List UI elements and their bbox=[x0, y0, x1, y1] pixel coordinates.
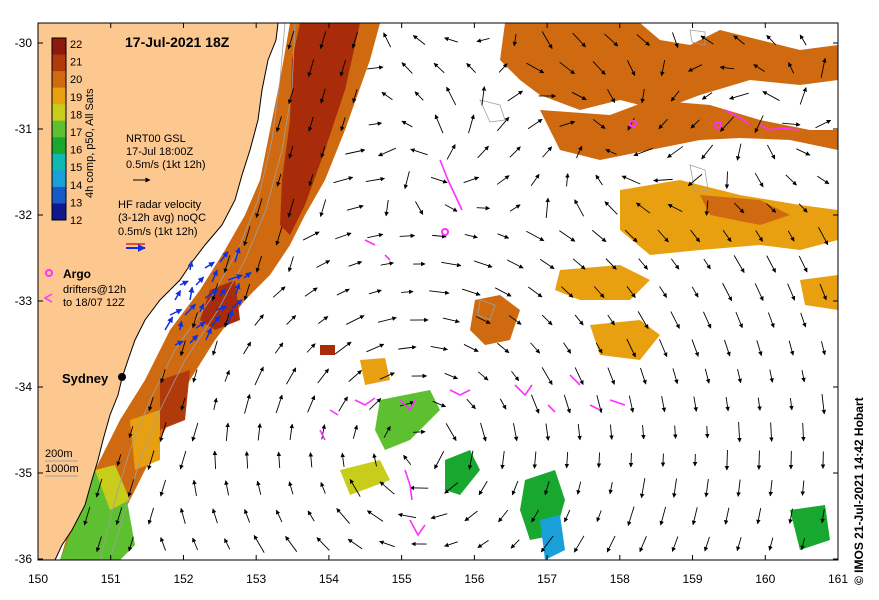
x-tick-label: 158 bbox=[610, 572, 630, 586]
drifter-legend-symbol bbox=[43, 293, 53, 303]
colorbar-tick-label: 13 bbox=[70, 197, 82, 209]
radar-legend-avg: (3-12h avg) noQC bbox=[118, 212, 206, 224]
colorbar-tick-label: 15 bbox=[70, 162, 82, 174]
x-tick-label: 154 bbox=[319, 572, 339, 586]
y-tick-label: -36 bbox=[15, 552, 33, 566]
drifter-legend-line1: drifters@12h bbox=[63, 284, 126, 296]
colorbar-tick-label: 19 bbox=[70, 92, 82, 104]
colorbar-tick-label: 18 bbox=[70, 109, 82, 121]
x-tick-label: 161 bbox=[828, 572, 848, 586]
colorbar-segment bbox=[52, 153, 66, 171]
colorbar-tick-label: 17 bbox=[70, 127, 82, 139]
gsl-legend-scale: 0.5m/s (1kt 12h) bbox=[126, 159, 205, 171]
sydney-label: Sydney bbox=[62, 371, 109, 386]
colorbar-segment bbox=[52, 71, 66, 89]
y-tick-label: -30 bbox=[15, 36, 33, 50]
y-tick-label: -31 bbox=[15, 122, 33, 136]
colorbar-label: 4h comp, p50, All Sats bbox=[84, 88, 96, 198]
y-tick-label: -34 bbox=[15, 380, 33, 394]
colorbar-segment bbox=[52, 54, 66, 72]
gsl-velocity-arrows bbox=[83, 30, 832, 553]
colorbar-tick-label: 12 bbox=[70, 215, 82, 227]
radar-legend-scale: 0.5m/s (1kt 12h) bbox=[118, 226, 197, 238]
x-tick-label: 150 bbox=[28, 572, 48, 586]
gsl-legend-time: 17-Jul 18:00Z bbox=[126, 146, 194, 158]
colorbar-tick-label: 21 bbox=[70, 57, 82, 69]
y-tick-label: -33 bbox=[15, 294, 33, 308]
colorbar-segment bbox=[52, 186, 66, 204]
colorbar-segment bbox=[52, 137, 66, 155]
depth-legend-1000: 1000m bbox=[45, 463, 79, 475]
colorbar-segment bbox=[52, 104, 66, 122]
colorbar-segment bbox=[52, 120, 66, 138]
y-tick-label: -35 bbox=[15, 466, 33, 480]
colorbar-segment bbox=[52, 87, 66, 105]
colorbar: 22 21 20 19 18 17 16 15 14 13 12 bbox=[51, 37, 82, 227]
hf-radar-arrows bbox=[164, 247, 252, 347]
x-tick-label: 157 bbox=[537, 572, 557, 586]
x-tick-label: 153 bbox=[246, 572, 266, 586]
drifter-legend-line2: to 18/07 12Z bbox=[63, 297, 125, 309]
x-tick-label: 151 bbox=[101, 572, 121, 586]
x-tick-label: 160 bbox=[755, 572, 775, 586]
argo-floats bbox=[441, 120, 722, 236]
radar-legend-title: HF radar velocity bbox=[118, 199, 202, 211]
argo-legend-symbol bbox=[45, 269, 53, 277]
colorbar-segment bbox=[52, 203, 66, 221]
plot-frame bbox=[37, 22, 839, 561]
gsl-legend-title: NRT00 GSL bbox=[126, 133, 186, 145]
credit-text: © IMOS 21-Jul-2021 14:42 Hobart bbox=[852, 397, 866, 585]
x-axis: 150 151 152 153 154 155 156 157 158 159 160 161 bbox=[28, 23, 848, 586]
colorbar-segment bbox=[52, 38, 66, 56]
x-tick-label: 156 bbox=[464, 572, 484, 586]
y-axis: -30 -31 -32 -33 -34 -35 -36 bbox=[15, 36, 838, 566]
x-tick-label: 155 bbox=[392, 572, 412, 586]
land-mass bbox=[38, 23, 279, 560]
x-tick-label: 159 bbox=[683, 572, 703, 586]
sydney-marker bbox=[118, 373, 126, 381]
colorbar-tick-label: 20 bbox=[70, 74, 82, 86]
y-tick-label: -32 bbox=[15, 208, 33, 222]
colorbar-tick-label: 16 bbox=[70, 145, 82, 157]
depth-legend-200: 200m bbox=[45, 448, 73, 460]
drifter-tracks bbox=[319, 109, 801, 537]
colorbar-tick-label: 14 bbox=[70, 180, 82, 192]
x-tick-label: 152 bbox=[173, 572, 193, 586]
colorbar-tick-label: 22 bbox=[70, 39, 82, 51]
colorbar-segment bbox=[52, 170, 66, 188]
map-title: 17-Jul-2021 18Z bbox=[125, 34, 230, 50]
argo-legend-label: Argo bbox=[63, 267, 91, 281]
